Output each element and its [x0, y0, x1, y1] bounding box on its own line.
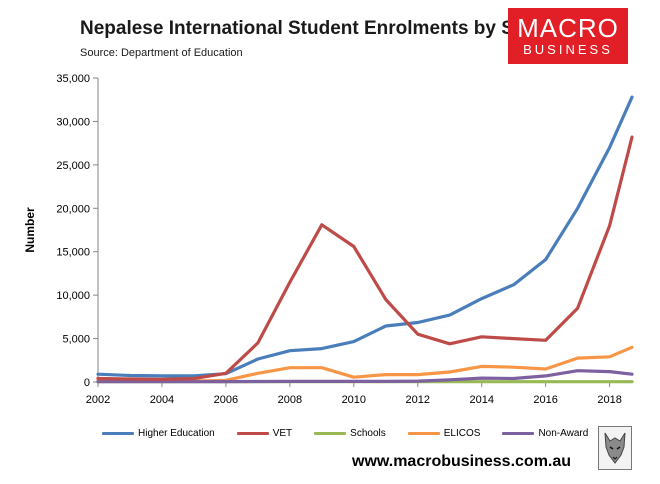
legend-label: Schools: [350, 427, 386, 439]
x-tick-label: 2016: [533, 394, 557, 406]
y-tick-label: 20,000: [56, 203, 90, 215]
legend-item-non-award: Non-Award: [502, 428, 588, 439]
legend-label: Non-Award: [538, 427, 589, 439]
legend-swatch: [314, 431, 347, 435]
chart-labels: 0 5,000 10,000 15,000 20,000 25,000 30,000 35,0…: [23, 73, 622, 406]
y-tick-label: 30,000: [56, 116, 90, 128]
footer-url[interactable]: www.macrobusiness.com.au: [352, 453, 572, 470]
legend-label: VET: [272, 427, 293, 439]
x-tick-label: 2010: [342, 394, 366, 406]
x-tick-label: 2006: [214, 394, 238, 406]
legend-item-elicos: ELICOS: [407, 427, 481, 439]
y-tick-label: 15,000: [56, 247, 90, 259]
legend-item-vet: VET: [236, 427, 293, 439]
x-tick-label: 2014: [469, 394, 493, 406]
chart-source: Source: Department of Education: [80, 47, 243, 59]
y-tick-label: 5,000: [62, 334, 90, 346]
y-tick-label: 0: [84, 377, 90, 389]
x-tick-label: 2008: [278, 394, 302, 406]
chart-title: Nepalese International Student Enrolment…: [80, 18, 561, 39]
wolf-logo-image: [598, 426, 632, 470]
y-axis-title: Number: [23, 207, 37, 253]
x-tick-label: 2012: [406, 394, 430, 406]
chart-legend: Higher Education VET Schools ELICOS Non-Awar…: [102, 425, 610, 441]
logo-line-1: MACRO: [517, 13, 619, 43]
legend-item-schools: Schools: [314, 428, 386, 439]
legend-swatch: [102, 431, 134, 435]
legend-swatch: [502, 431, 535, 435]
x-tick-label: 2018: [597, 394, 621, 406]
chart-series: [96, 95, 634, 384]
wolf-icon: [604, 432, 626, 464]
y-tick-label: 25,000: [56, 160, 90, 172]
series-line-vet: [96, 135, 634, 381]
y-tick-label: 10,000: [56, 290, 90, 302]
series-line-non-award: [96, 369, 634, 384]
logo-line-2: BUSINESS: [523, 42, 613, 57]
series-line-higher-education: [96, 95, 634, 378]
legend-swatch: [407, 431, 440, 435]
macrobusiness-logo[interactable]: MACRO BUSINESS: [508, 8, 628, 64]
chart-axes: [93, 77, 632, 387]
legend-label: Higher Education: [138, 427, 215, 439]
x-tick-label: 2004: [150, 394, 174, 406]
x-tick-label: 2002: [86, 394, 110, 406]
legend-swatch: [236, 431, 269, 435]
y-tick-label: 35,000: [56, 73, 90, 85]
legend-label: ELICOS: [443, 427, 481, 439]
legend-item-higher-education: Higher Education: [102, 428, 215, 439]
